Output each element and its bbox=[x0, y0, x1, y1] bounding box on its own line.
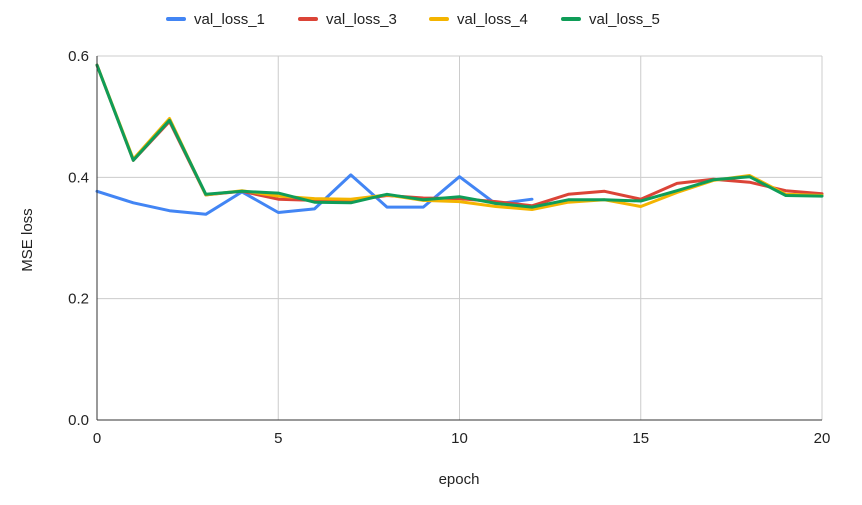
y-tick-label: 0.2 bbox=[68, 291, 89, 308]
legend-item-val-loss-4[interactable]: val_loss_4 bbox=[429, 11, 528, 28]
legend-item-val-loss-3[interactable]: val_loss_3 bbox=[298, 11, 397, 28]
axes: 0.0 0.2 0.4 0.6 0 5 10 15 20 bbox=[68, 48, 830, 447]
x-tick-label: 15 bbox=[632, 430, 649, 447]
legend-item-val-loss-1[interactable]: val_loss_1 bbox=[166, 11, 265, 28]
y-tick-label: 0.6 bbox=[68, 48, 89, 65]
x-axis-title: epoch bbox=[439, 471, 480, 488]
x-tick-label: 5 bbox=[274, 430, 282, 447]
y-tick-label: 0.0 bbox=[68, 412, 89, 429]
x-tick-label: 10 bbox=[451, 430, 468, 447]
y-axis-title: MSE loss bbox=[19, 208, 36, 271]
grid-lines bbox=[97, 55, 823, 420]
y-tick-label: 0.4 bbox=[68, 169, 89, 186]
x-tick-label: 0 bbox=[93, 430, 101, 447]
legend-label: val_loss_3 bbox=[326, 11, 397, 28]
legend-label: val_loss_1 bbox=[194, 11, 265, 28]
series-layer bbox=[95, 63, 824, 216]
x-tick-label: 20 bbox=[814, 430, 831, 447]
legend-label: val_loss_5 bbox=[589, 11, 660, 28]
legend-item-val-loss-5[interactable]: val_loss_5 bbox=[561, 11, 660, 28]
series-line-val-loss-5 bbox=[95, 63, 824, 209]
series-line-val-loss-1 bbox=[95, 173, 534, 216]
legend-label: val_loss_4 bbox=[457, 11, 528, 28]
legend: val_loss_1 val_loss_3 val_loss_4 val_loss_5 bbox=[166, 11, 660, 28]
